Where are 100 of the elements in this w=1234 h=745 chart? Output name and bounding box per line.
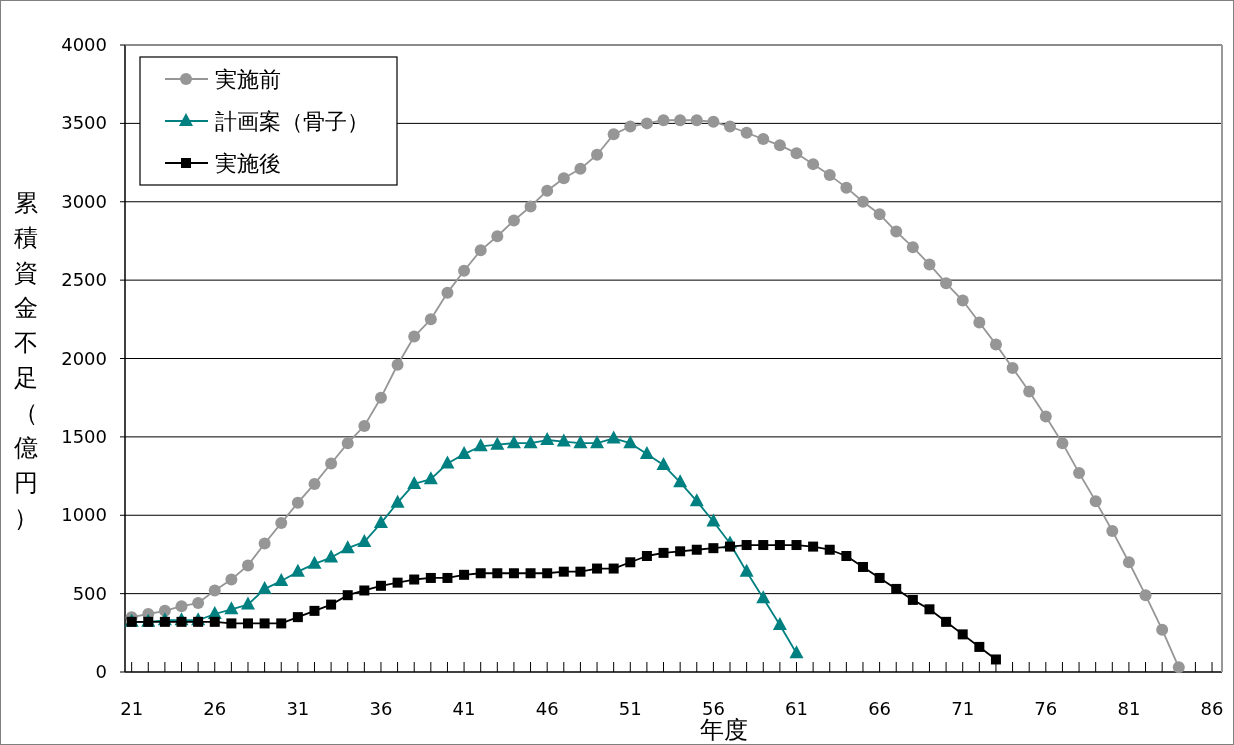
point [290,563,305,577]
point [490,436,505,450]
point [774,540,785,551]
point [475,568,486,579]
point [673,474,688,488]
point [891,583,902,594]
point [974,641,985,652]
point [390,494,405,508]
x-tick-label: 46 [535,698,559,719]
point [857,561,868,572]
point [675,546,686,557]
x-tick-label: 76 [1034,698,1058,719]
point [608,563,619,574]
point [340,540,355,554]
point [706,513,721,527]
x-tick-label: 36 [369,698,393,719]
x-tick-label: 31 [286,698,310,719]
legend-label: 実施前 [215,67,281,92]
point [625,557,636,568]
legend-label: 実施後 [215,151,281,176]
point [442,572,453,583]
point [558,566,569,577]
point [656,457,671,471]
point [342,590,353,601]
point [243,618,253,629]
point [874,572,885,583]
point [523,435,538,449]
point [907,594,918,605]
y-tick-label: 2000 [61,347,107,369]
point [573,435,588,449]
point [159,616,170,627]
point [708,543,719,554]
point [990,654,1001,665]
point [606,430,621,444]
point [392,577,403,588]
x-tick-label: 26 [203,698,227,719]
point [259,618,270,629]
point [508,568,519,579]
point [274,573,289,587]
y-tick-label: 4000 [61,34,107,55]
point [791,540,802,551]
point [257,580,272,594]
point [209,616,220,627]
point [176,616,187,627]
point [691,544,702,555]
y-tick-label: 3000 [61,190,107,212]
point [789,645,804,659]
point [276,618,287,629]
point [241,596,255,610]
point [725,541,736,552]
x-tick-label: 21 [120,698,144,719]
point [623,435,638,449]
point [841,551,852,562]
point [590,435,605,449]
point [357,533,372,547]
point [941,616,952,627]
point [324,549,339,563]
x-tick-label: 71 [951,698,975,719]
y-tick-label: 2500 [61,269,107,291]
point [473,438,488,452]
point [540,432,555,446]
point [639,446,654,460]
point [459,569,470,580]
point [957,629,968,640]
x-tick-label: 66 [868,698,892,719]
y-tick-label: 1000 [61,504,107,526]
point [506,435,521,449]
point [359,585,370,596]
x-tick-label: 41 [452,698,476,719]
x-axis-title: 年度 [699,716,748,744]
point [525,568,536,579]
point [326,599,337,610]
x-tick-label: 51 [618,698,642,719]
x-tick-label: 61 [785,698,808,719]
point [457,446,472,460]
y-tick-label: 3500 [61,112,107,134]
point [492,568,503,579]
x-tick-label: 56 [701,698,725,719]
point [226,618,237,629]
point [193,616,204,627]
point [741,540,752,551]
text: 累積資金不足（億円） [14,189,38,532]
point [758,540,769,551]
point [641,551,652,562]
point [307,555,322,569]
point [756,590,771,604]
point [409,574,420,585]
x-tick-label: 86 [1200,698,1224,719]
point [407,475,422,489]
point [575,566,586,577]
point [808,541,819,552]
y-tick-label: 500 [72,582,107,604]
legend-label: 計画案（骨子） [215,109,369,134]
point [556,433,571,447]
y-tick-label: 0 [95,661,107,682]
point [772,616,787,630]
point [309,605,320,616]
point [440,455,455,469]
point [924,604,935,615]
point [375,580,386,591]
